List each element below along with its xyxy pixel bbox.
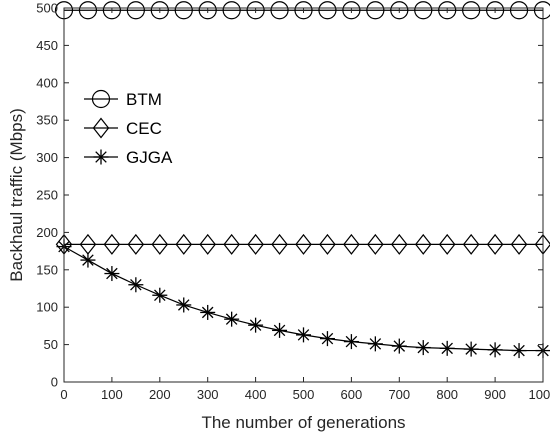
x-tick-label: 200: [149, 387, 171, 402]
x-tick-label: 800: [436, 387, 458, 402]
series-gjga: [56, 239, 550, 359]
btm-point: [126, 1, 145, 20]
cec-point: [223, 233, 240, 255]
cec-point: [510, 233, 528, 255]
x-tick-label: 400: [245, 387, 267, 402]
y-tick-label: 50: [44, 337, 58, 352]
cec-point: [486, 233, 504, 255]
btm-point: [78, 1, 98, 20]
x-tick-label: 300: [197, 387, 219, 402]
series-btm: [54, 1, 550, 20]
cec-point: [391, 233, 408, 255]
btm-point: [174, 1, 193, 20]
gjga-point: [128, 277, 144, 293]
plot-frame: [63, 7, 544, 383]
x-axis-title: The number of generations: [201, 413, 405, 432]
gjga-point: [296, 327, 311, 343]
btm-point: [270, 1, 289, 20]
legend-marker-cec: [92, 117, 110, 139]
x-tick-label: 0: [60, 387, 67, 402]
gjga-point: [415, 340, 431, 356]
gjga-point: [80, 252, 96, 268]
y-tick-label: 100: [36, 300, 58, 315]
x-tick-label: 500: [293, 387, 315, 402]
y-tick-label: 450: [36, 38, 58, 53]
btm-point: [486, 1, 505, 20]
legend-item-btm: BTM: [84, 89, 162, 109]
gjga-point: [272, 322, 288, 338]
gjga-point: [487, 342, 503, 358]
cec-point: [367, 233, 384, 255]
gjga-point: [511, 343, 527, 359]
legend-label-btm: BTM: [126, 90, 162, 109]
gjga-point: [391, 338, 407, 354]
y-tick-label: 150: [36, 262, 58, 277]
gjga-point: [463, 341, 479, 357]
y-tick-label: 300: [36, 150, 58, 165]
legend-marker-btm: [91, 89, 111, 109]
y-axis-title: Backhaul traffic (Mbps): [7, 108, 26, 282]
gjga-point: [343, 334, 359, 350]
btm-point: [438, 1, 457, 20]
cec-point: [271, 233, 288, 255]
btm-point: [246, 1, 265, 20]
legend-marker-gjga: [93, 149, 109, 165]
btm-point: [102, 1, 122, 20]
btm-point: [318, 1, 337, 20]
cec-point: [462, 233, 480, 255]
cec-point: [199, 233, 216, 255]
legend-label-gjga: GJGA: [126, 148, 173, 167]
btm-point: [366, 1, 385, 20]
btm-point: [222, 1, 241, 20]
y-tick-label: 200: [36, 225, 58, 240]
cec-point: [414, 233, 432, 255]
btm-point: [509, 1, 529, 20]
gjga-point: [367, 336, 383, 352]
cec-point: [343, 233, 360, 255]
x-tick-label: 100: [101, 387, 123, 402]
gjga-point: [248, 317, 264, 333]
btm-point: [462, 1, 481, 20]
gjga-point: [104, 266, 120, 282]
legend-item-gjga: GJGA: [84, 148, 173, 167]
legend: BTM CEC GJGA: [84, 89, 173, 167]
gjga-point: [200, 304, 216, 320]
y-tick-label: 350: [36, 113, 58, 128]
btm-point: [294, 1, 313, 20]
x-tick-label: 700: [388, 387, 410, 402]
gjga-point: [319, 331, 335, 347]
cec-point: [175, 233, 193, 255]
btm-point: [414, 1, 433, 20]
plot-area: [64, 8, 543, 382]
cec-point: [151, 233, 169, 255]
gjga-point: [439, 340, 455, 356]
btm-point: [390, 1, 409, 20]
btm-point: [150, 1, 169, 20]
cec-point: [103, 233, 121, 255]
gjga-point: [152, 287, 168, 303]
gjga-point: [224, 311, 240, 327]
btm-point: [342, 1, 361, 20]
y-tick-label: 500: [36, 1, 58, 16]
cec-point: [247, 233, 264, 255]
y-tick-label: 250: [36, 188, 58, 203]
legend-label-cec: CEC: [126, 119, 162, 138]
series-layer: [54, 1, 550, 359]
cec-point: [127, 233, 145, 255]
x-tick-label: 600: [341, 387, 363, 402]
y-tick-label: 400: [36, 75, 58, 90]
legend-item-cec: CEC: [84, 117, 162, 139]
x-tick-label: 900: [484, 387, 506, 402]
cec-point: [295, 233, 312, 255]
cec-point: [438, 233, 456, 255]
gjga-point: [176, 297, 192, 313]
cec-point: [319, 233, 336, 255]
y-tick-label: 0: [51, 375, 58, 390]
btm-point: [198, 1, 217, 20]
